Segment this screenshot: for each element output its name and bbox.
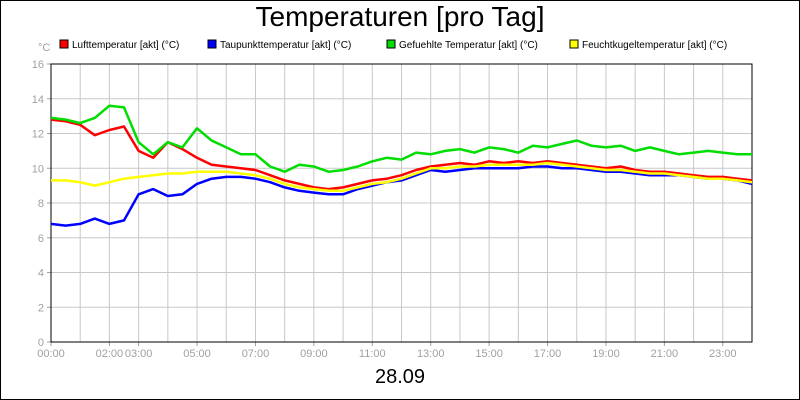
legend: Lufttemperatur [akt] (°C) Taupunkttempera… bbox=[59, 39, 727, 51]
x-tick-label: 03:00 bbox=[125, 348, 153, 360]
x-tick-label: 00:00 bbox=[37, 348, 65, 360]
y-tick-label: 6 bbox=[38, 233, 44, 245]
x-tick-label: 21:00 bbox=[651, 348, 679, 360]
x-tick-label: 05:00 bbox=[183, 348, 211, 360]
legend-label-1: Lufttemperatur [akt] (°C) bbox=[72, 40, 179, 51]
x-tick-label: 23:00 bbox=[709, 348, 737, 360]
y-tick-label: 2 bbox=[38, 302, 44, 314]
y-tick-label: 12 bbox=[32, 129, 44, 141]
y-tick-label: 16 bbox=[32, 59, 44, 71]
y-tick-label: 8 bbox=[38, 198, 44, 210]
y-tick-label: 4 bbox=[38, 268, 44, 280]
series-line-4 bbox=[51, 161, 753, 193]
x-tick-label: 09:00 bbox=[300, 348, 328, 360]
x-tick-label: 11:00 bbox=[359, 348, 386, 360]
legend-swatch-4 bbox=[569, 39, 579, 49]
legend-swatch-3 bbox=[386, 39, 396, 49]
x-axis-label: 28.09 bbox=[374, 366, 426, 388]
x-tick-label: 07:00 bbox=[242, 348, 270, 360]
series-line-2 bbox=[50, 165, 753, 227]
legend-label-3: Gefuehlte Temperatur [akt] (°C) bbox=[399, 40, 538, 51]
grid bbox=[50, 63, 753, 343]
series-line-3 bbox=[50, 104, 752, 173]
x-tick-label: 15:00 bbox=[475, 348, 503, 360]
legend-swatch-2 bbox=[207, 39, 217, 49]
legend-swatch-1 bbox=[59, 39, 69, 49]
x-tick-label: 02:00 bbox=[96, 348, 124, 360]
chart-title: Temperaturen [pro Tag] bbox=[255, 1, 545, 32]
y-tick-label: 14 bbox=[32, 94, 44, 106]
series-group bbox=[50, 104, 753, 227]
plot-border bbox=[50, 63, 753, 343]
y-tick-label: 0 bbox=[38, 337, 44, 349]
y-axis-unit: °C bbox=[38, 42, 50, 54]
x-tick-label: 13:00 bbox=[417, 348, 445, 360]
y-tick-label: 10 bbox=[32, 163, 44, 175]
legend-label-2: Taupunkttemperatur [akt] (°C) bbox=[220, 40, 351, 51]
axes: 0 2 4 6 8 10 12 14 16 00:00 02:00 03:00 05:00 07:00 09… bbox=[32, 59, 753, 360]
x-tick-label: 19:00 bbox=[592, 348, 620, 360]
x-tick-label: 17:00 bbox=[534, 348, 562, 360]
legend-label-4: Feuchtkugeltemperatur [akt] (°C) bbox=[582, 40, 727, 51]
